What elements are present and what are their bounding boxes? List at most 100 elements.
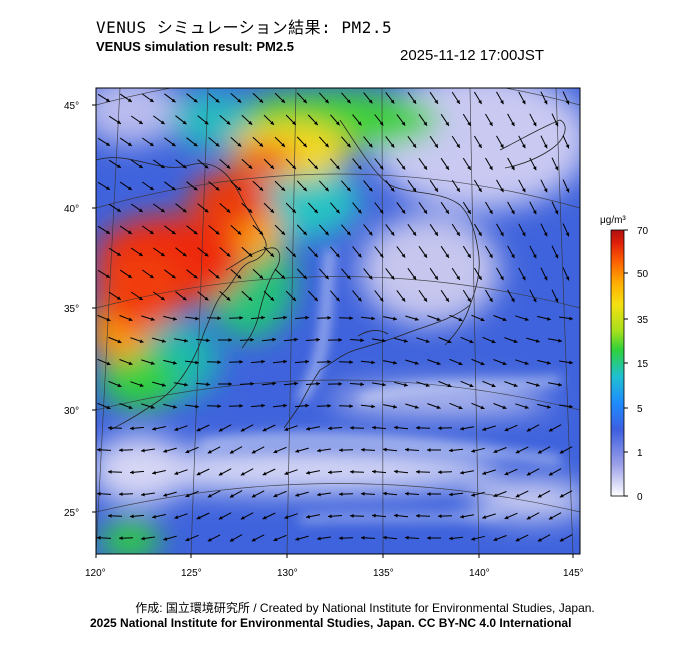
- wind-arrow-head: [423, 253, 427, 258]
- wind-arrow-head: [248, 164, 253, 169]
- wind-arrow-head: [412, 187, 417, 192]
- wind-arrow-head: [160, 120, 165, 125]
- wind-arrow-head: [401, 253, 406, 258]
- wind-arrow-head: [141, 492, 145, 497]
- wind-arrow-head: [237, 230, 242, 235]
- wind-arrow-head: [543, 276, 548, 281]
- wind-arrow-head: [382, 338, 386, 343]
- wind-arrow-head: [423, 209, 427, 214]
- wind-arrow-head: [565, 276, 570, 281]
- wind-arrow-head: [139, 383, 144, 387]
- wind-arrow-head: [368, 231, 373, 236]
- wind-arrow-head: [160, 252, 165, 257]
- wind-arrow-head: [284, 515, 289, 519]
- wind-arrow-head: [423, 121, 427, 126]
- wind-arrow-head: [281, 187, 285, 191]
- wind-arrow-head: [565, 100, 570, 105]
- wind-arrow-head: [349, 316, 353, 320]
- wind-arrow-head: [228, 338, 232, 342]
- wind-arrow-head: [394, 469, 398, 474]
- credit-line-license: 2025 National Institute for Environmenta…: [90, 616, 572, 630]
- wind-arrow-head: [215, 230, 220, 235]
- wind-arrow-head: [127, 142, 132, 146]
- wind-arrow-head: [215, 274, 220, 279]
- wind-arrow-head: [128, 361, 133, 365]
- wind-arrow-head: [338, 382, 342, 386]
- wind-arrow-head: [350, 514, 354, 518]
- wind-arrow-head: [149, 142, 154, 146]
- wind-arrow-head: [427, 536, 431, 540]
- lon-label-125: 125°: [181, 568, 202, 579]
- wind-arrow-head: [273, 493, 278, 498]
- wind-arrow-head: [226, 296, 231, 301]
- wind-arrow-head: [226, 252, 231, 257]
- wind-arrow-head: [469, 383, 474, 388]
- wind-arrow-head: [294, 337, 298, 342]
- wind-arrow-head: [491, 339, 496, 344]
- wind-arrow-head: [215, 142, 220, 147]
- wind-arrow-head: [456, 275, 460, 280]
- wind-arrow-head: [521, 232, 526, 237]
- wind-arrow-head: [335, 209, 340, 214]
- wind-arrow-head: [372, 425, 376, 430]
- wind-arrow-head: [414, 405, 419, 409]
- wind-arrow-head: [360, 382, 364, 387]
- wind-arrow-head: [338, 338, 342, 342]
- wind-arrow-head: [161, 383, 166, 387]
- wind-arrow-head: [357, 209, 362, 214]
- wind-arrow-head: [119, 492, 123, 496]
- wind-arrow-head: [270, 165, 274, 169]
- wind-arrow-head: [251, 449, 256, 454]
- colorbar-tick-1: 1: [637, 448, 643, 459]
- wind-arrow-head: [204, 208, 209, 213]
- wind-arrow-head: [138, 208, 143, 212]
- wind-arrow-head: [371, 360, 375, 365]
- coastlines: [96, 119, 566, 431]
- wind-arrow-head: [372, 513, 376, 518]
- wind-arrow-head: [537, 538, 542, 542]
- wind-arrow-head: [425, 383, 430, 387]
- wind-arrow-head: [480, 317, 485, 322]
- wind-arrow-head: [436, 361, 441, 365]
- wind-arrow-head: [569, 404, 573, 409]
- wind-arrow-head: [259, 99, 264, 103]
- wind-arrow-head: [171, 230, 176, 235]
- wind-arrow-head: [116, 120, 121, 124]
- wind-arrow-head: [434, 231, 438, 236]
- wind-arrow-head: [228, 382, 232, 386]
- wind-arrow-head: [237, 274, 242, 279]
- wind-arrow-head: [152, 514, 156, 519]
- wind-arrow-head: [565, 144, 570, 149]
- colorbar-tick-50: 50: [637, 269, 649, 280]
- wind-arrow-head: [108, 426, 112, 430]
- wind-arrow-head: [423, 297, 427, 302]
- wind-arrow-head: [281, 231, 285, 235]
- wind-arrow-head: [535, 339, 540, 343]
- wind-arrow-head: [504, 427, 509, 432]
- wind-arrow-head: [184, 382, 188, 387]
- wind-arrow-head: [217, 360, 221, 365]
- wind-arrow-head: [504, 471, 509, 476]
- wind-arrow-head: [434, 187, 438, 192]
- wind-arrow-head: [382, 382, 386, 387]
- wind-arrow-head: [303, 187, 307, 192]
- wind-arrow-head: [303, 143, 307, 148]
- wind-arrow-head: [423, 165, 427, 170]
- concentration-field: [96, 88, 580, 554]
- wind-arrow-head: [226, 120, 231, 125]
- wind-arrow-head: [207, 537, 212, 542]
- wind-arrow-head: [127, 98, 132, 102]
- wind-arrow-head: [240, 428, 245, 432]
- wind-arrow-head: [248, 208, 253, 213]
- wind-arrow-head: [284, 471, 289, 475]
- wind-arrow-head: [105, 98, 110, 102]
- wind-arrow-head: [138, 164, 143, 168]
- wind-arrow-head: [283, 359, 287, 364]
- wind-arrow-head: [500, 276, 504, 281]
- wind-arrow-head: [482, 471, 487, 475]
- wind-arrow-head: [182, 252, 187, 257]
- wind-arrow-head: [261, 315, 265, 320]
- wind-arrow-head: [548, 428, 553, 432]
- wind-arrow-head: [445, 253, 449, 258]
- colorbar-tick-0: 0: [637, 492, 643, 503]
